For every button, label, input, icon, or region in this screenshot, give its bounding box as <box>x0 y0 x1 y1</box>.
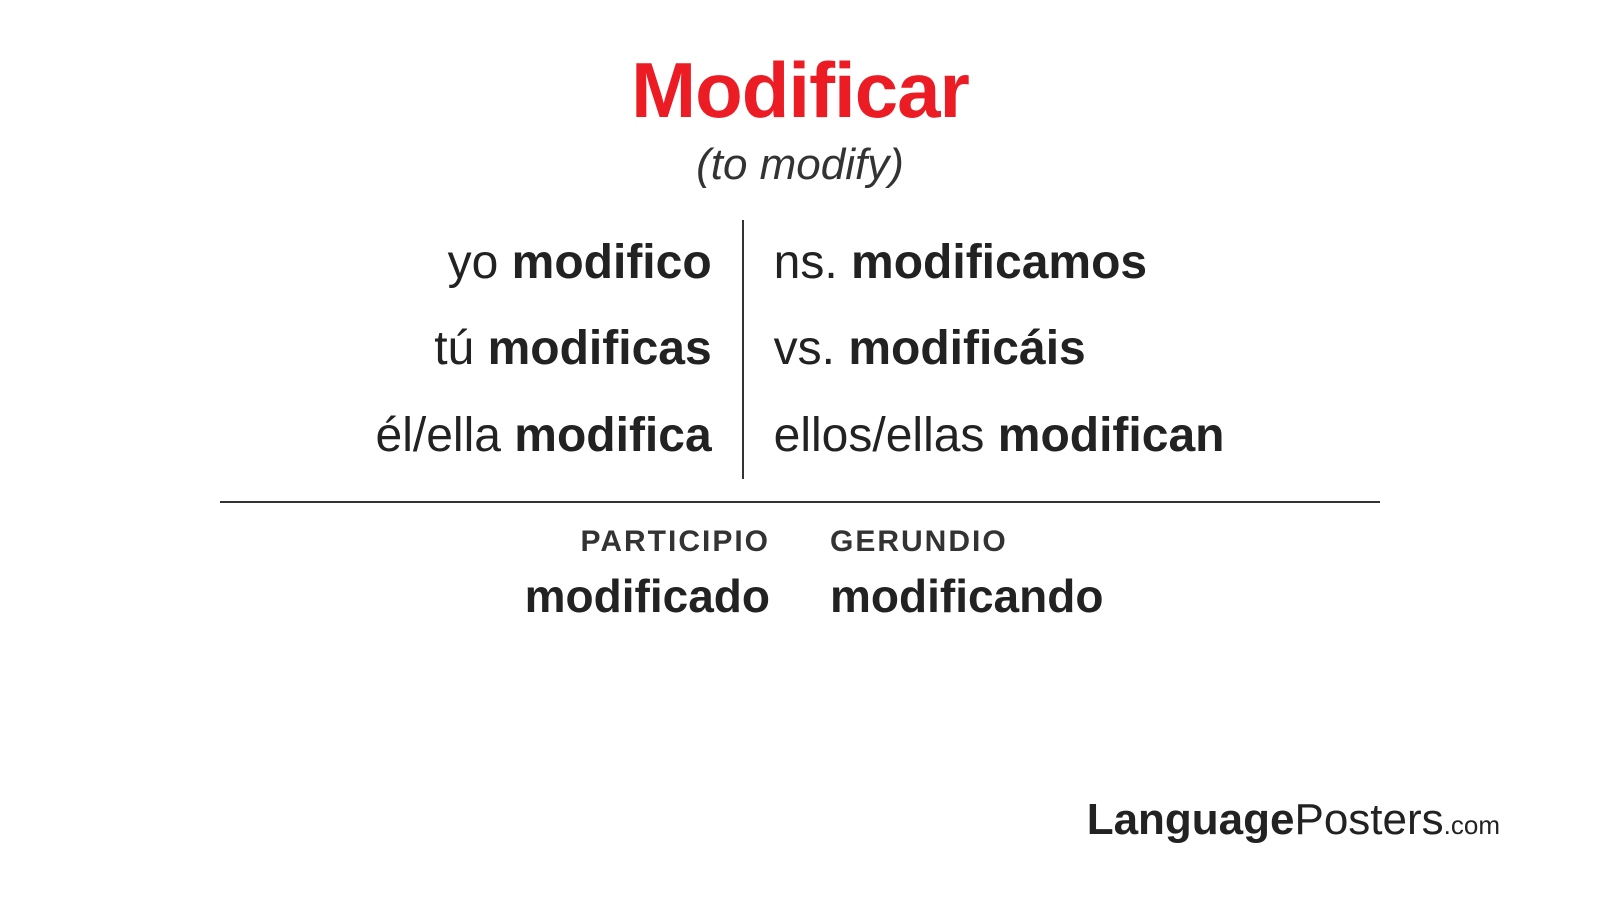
participio-value: modificado <box>525 569 770 623</box>
conjugation-table: yo modifico tú modificas él/ella modific… <box>346 220 1255 479</box>
verb-card: Modificar (to modify) yo modifico tú mod… <box>0 0 1600 900</box>
participio-col: PARTICIPIO modificado <box>330 525 800 623</box>
conjugation-col-plural: ns. modificamos vs. modificáis ellos/ell… <box>744 220 1255 479</box>
brand-light: Posters <box>1294 795 1443 844</box>
brand-logo: LanguagePosters.com <box>1087 795 1500 845</box>
verb-form: modificas <box>488 322 712 375</box>
conjugation-col-singular: yo modifico tú modificas él/ella modific… <box>346 220 744 479</box>
conj-row: tú modificas <box>434 306 711 392</box>
verb-form: modifico <box>512 236 712 289</box>
verb-translation: (to modify) <box>696 140 904 190</box>
pronoun: yo <box>448 236 512 289</box>
conj-row: ellos/ellas modifican <box>774 393 1225 479</box>
conj-row: él/ella modifica <box>376 393 712 479</box>
brand-domain: .com <box>1444 810 1500 840</box>
verb-forms: PARTICIPIO modificado GERUNDIO modifican… <box>330 525 1270 623</box>
conj-row: yo modifico <box>448 220 712 306</box>
gerundio-label: GERUNDIO <box>830 525 1008 559</box>
pronoun: él/ella <box>376 409 515 462</box>
verb-title: Modificar <box>631 45 969 136</box>
pronoun: ns. <box>774 236 851 289</box>
conj-row: ns. modificamos <box>774 220 1147 306</box>
verb-form: modifican <box>998 409 1225 462</box>
pronoun: vs. <box>774 322 849 375</box>
verb-form: modificáis <box>848 322 1085 375</box>
conj-row: vs. modificáis <box>774 306 1086 392</box>
divider <box>220 501 1380 503</box>
verb-form: modificamos <box>851 236 1147 289</box>
gerundio-value: modificando <box>830 569 1103 623</box>
gerundio-col: GERUNDIO modificando <box>800 525 1270 623</box>
pronoun: tú <box>434 322 487 375</box>
pronoun: ellos/ellas <box>774 409 998 462</box>
brand-bold: Language <box>1087 795 1295 844</box>
participio-label: PARTICIPIO <box>581 525 770 559</box>
verb-form: modifica <box>514 409 711 462</box>
